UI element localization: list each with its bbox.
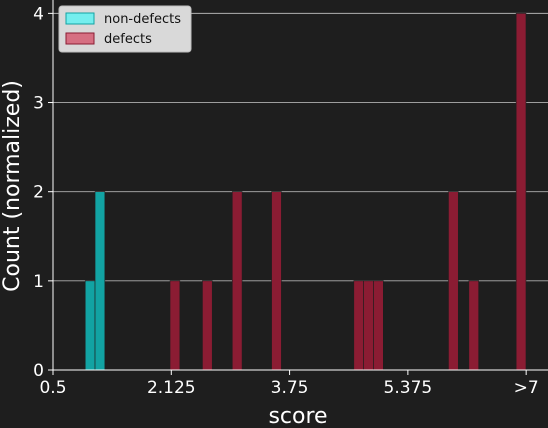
bar-defects-7	[448, 191, 459, 371]
bar-defects-1	[202, 280, 213, 371]
y-tick-label-4: 4	[33, 4, 44, 24]
bar-non-defects-1	[94, 191, 106, 371]
x-tick-label-1: 2.125	[147, 378, 196, 398]
x-tick-label-0: 0.5	[39, 378, 66, 398]
grid-lines	[53, 12, 548, 282]
bar-defects-9	[515, 13, 527, 371]
y-axis-label: Count (normalized)	[0, 80, 25, 292]
legend: non-defects defects	[58, 5, 192, 53]
x-axis-label: score	[268, 404, 327, 428]
legend-label-defects: defects	[104, 32, 152, 47]
bar-non-defects-0	[84, 280, 96, 371]
legend-swatch-defects	[65, 32, 95, 45]
x-tick-label-3: 5.375	[384, 378, 433, 398]
bar-defects-8	[468, 280, 479, 371]
axes: 0 1 2 3 4 0.5 2.125 3.75 5.375 >7	[33, 0, 548, 398]
bar-defects-6	[373, 280, 384, 371]
bar-defects-3	[271, 191, 282, 371]
legend-label-non-defects: non-defects	[104, 12, 181, 27]
legend-swatch-non-defects	[65, 12, 95, 25]
y-tick-label-2: 2	[33, 183, 44, 203]
y-tick-label-1: 1	[33, 272, 44, 292]
y-tick-label-0: 0	[33, 361, 44, 381]
bar-defects-5	[363, 280, 374, 371]
bar-defects-0	[169, 280, 181, 371]
bar-defects-2	[231, 191, 243, 371]
y-tick-label-3: 3	[33, 94, 44, 114]
bar-defects-4	[353, 280, 364, 371]
x-tick-label-4: >7	[514, 378, 539, 398]
x-tick-label-2: 3.75	[271, 378, 309, 398]
